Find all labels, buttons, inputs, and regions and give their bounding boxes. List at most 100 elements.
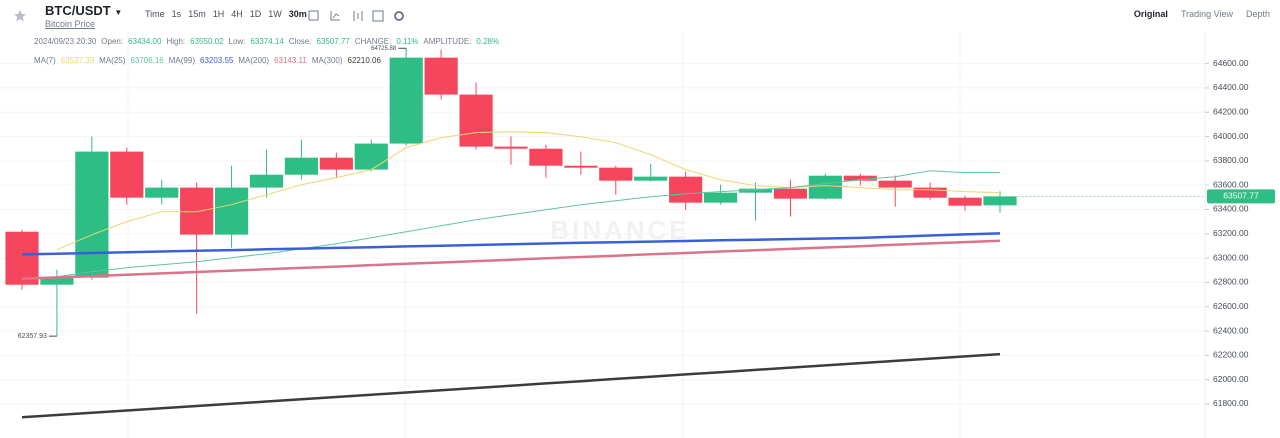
ma-line: [21, 232, 1001, 256]
y-tick-label: 61800.00: [1213, 398, 1249, 408]
interval[interactable]: 15m: [188, 9, 206, 19]
y-tick-label: 63400.00: [1213, 204, 1249, 214]
candle-body: [599, 167, 633, 181]
view-tab[interactable]: Depth: [1245, 9, 1270, 19]
candle-body: [180, 187, 214, 235]
subtitle[interactable]: Bitcoin Price: [45, 19, 96, 29]
ma-name: MA(99): [168, 56, 195, 65]
y-tick-label: 63800.00: [1213, 155, 1249, 165]
view-tab[interactable]: Trading View: [1180, 9, 1233, 19]
candle-body: [983, 196, 1017, 206]
candle-body: [808, 175, 842, 199]
interval[interactable]: 30m: [288, 9, 307, 19]
ma-line: [56, 170, 1000, 278]
interval[interactable]: 1W: [268, 9, 282, 19]
info-value: 63550.02: [190, 37, 224, 46]
price-tag-label: 63507.77: [1223, 191, 1259, 201]
tool-icons: [308, 10, 404, 22]
low-label: 62357.93: [18, 333, 47, 340]
candle-body: [249, 174, 284, 188]
info-label: AMPLITUDE:: [423, 37, 472, 46]
candle-body: [669, 176, 703, 203]
price-tag: [1207, 189, 1275, 204]
y-tick-label: 64600.00: [1213, 58, 1249, 68]
y-tick-label: 64000.00: [1213, 131, 1249, 141]
icon[interactable]: [308, 10, 319, 21]
candle-body: [773, 188, 808, 199]
symbol[interactable]: BTC/USDT ▼: [45, 3, 122, 18]
ma-name: MA(7): [34, 56, 56, 65]
ma-value: 63143.11: [274, 56, 307, 65]
y-tick-label: 63200.00: [1213, 228, 1249, 238]
y-tick-label: 64400.00: [1213, 82, 1249, 92]
candle-body: [703, 192, 738, 203]
candle-body: [459, 94, 493, 147]
watermark: BINANCE: [550, 215, 689, 245]
info-label: Close:: [288, 37, 312, 46]
views: Original Trading View Depth: [1134, 9, 1270, 19]
interval[interactable]: 1H: [212, 9, 225, 19]
ma-value: 63203.55: [200, 56, 234, 65]
ma-line: [21, 239, 1001, 281]
interval[interactable]: 1D: [249, 9, 262, 19]
candle-body: [564, 165, 598, 168]
y-tick-label: 62400.00: [1213, 325, 1249, 335]
y-tick-label: 62600.00: [1213, 301, 1249, 311]
interval[interactable]: 1s: [171, 9, 182, 19]
candle-body: [424, 57, 458, 95]
ma-name: MA(300): [311, 56, 343, 65]
candle-body: [843, 175, 877, 181]
interval[interactable]: 4H: [231, 9, 243, 19]
candle-body: [738, 188, 773, 193]
ma-line: [21, 352, 1001, 419]
info-value: 63507.77: [316, 37, 350, 46]
ohlc-info: 2024/09/23 20:30 Open: 63434.00 High: 63550.…: [34, 37, 499, 46]
ma-name: MA(200): [238, 56, 270, 65]
info-value: 0.11%: [396, 37, 419, 46]
info-value: 63374.14: [250, 37, 284, 46]
icon[interactable]: [330, 11, 340, 21]
icon[interactable]: [394, 11, 404, 21]
candle-body: [529, 148, 563, 166]
candle-body: [214, 187, 249, 235]
candle-body: [913, 187, 947, 198]
candle-body: [5, 231, 39, 285]
interval[interactable]: Time: [145, 9, 165, 19]
candle-body: [948, 197, 982, 206]
candle-body: [634, 176, 668, 181]
y-tick-label: 63600.00: [1213, 179, 1249, 189]
high-label: 64725.88: [371, 46, 397, 52]
info-label: High:: [166, 37, 186, 46]
candle-body: [319, 157, 353, 170]
ma-value: 62210.06: [347, 56, 381, 65]
ma-value: 63537.39: [60, 56, 95, 65]
ma-info: MA(7) 63537.39 MA(25) 63706.16 MA(99) 63203.5…: [34, 56, 381, 65]
date: 2024/09/23 20:30: [34, 37, 97, 46]
candle-body: [389, 57, 423, 144]
ma-value: 63706.16: [130, 56, 164, 65]
favorite-icon[interactable]: [13, 9, 27, 23]
candle-body: [354, 143, 388, 170]
candle-body: [75, 151, 109, 278]
candle-body: [40, 277, 74, 285]
info-label: CHANGE:: [354, 37, 392, 46]
info-value: 63434.00: [128, 37, 162, 46]
y-tick-label: 62000.00: [1213, 374, 1249, 384]
ma-line: [56, 131, 1001, 251]
y-tick-label: 64200.00: [1213, 106, 1249, 116]
candle-body: [145, 187, 179, 198]
intervals: Time 1s 15m 1H 4H 1D 1W 30m: [145, 9, 307, 19]
symbol-text: BTC/USDT: [45, 3, 111, 18]
view-tab[interactable]: Original: [1133, 9, 1168, 19]
icon[interactable]: [372, 10, 384, 22]
info-label: Low:: [228, 37, 246, 46]
candle-body: [110, 151, 144, 198]
info-value: 0.28%: [476, 37, 500, 46]
icon[interactable]: [353, 11, 363, 21]
candle-body: [284, 157, 319, 175]
y-tick-label: 63000.00: [1213, 252, 1249, 262]
candle-body: [494, 146, 528, 149]
ma-name: MA(25): [99, 56, 126, 65]
